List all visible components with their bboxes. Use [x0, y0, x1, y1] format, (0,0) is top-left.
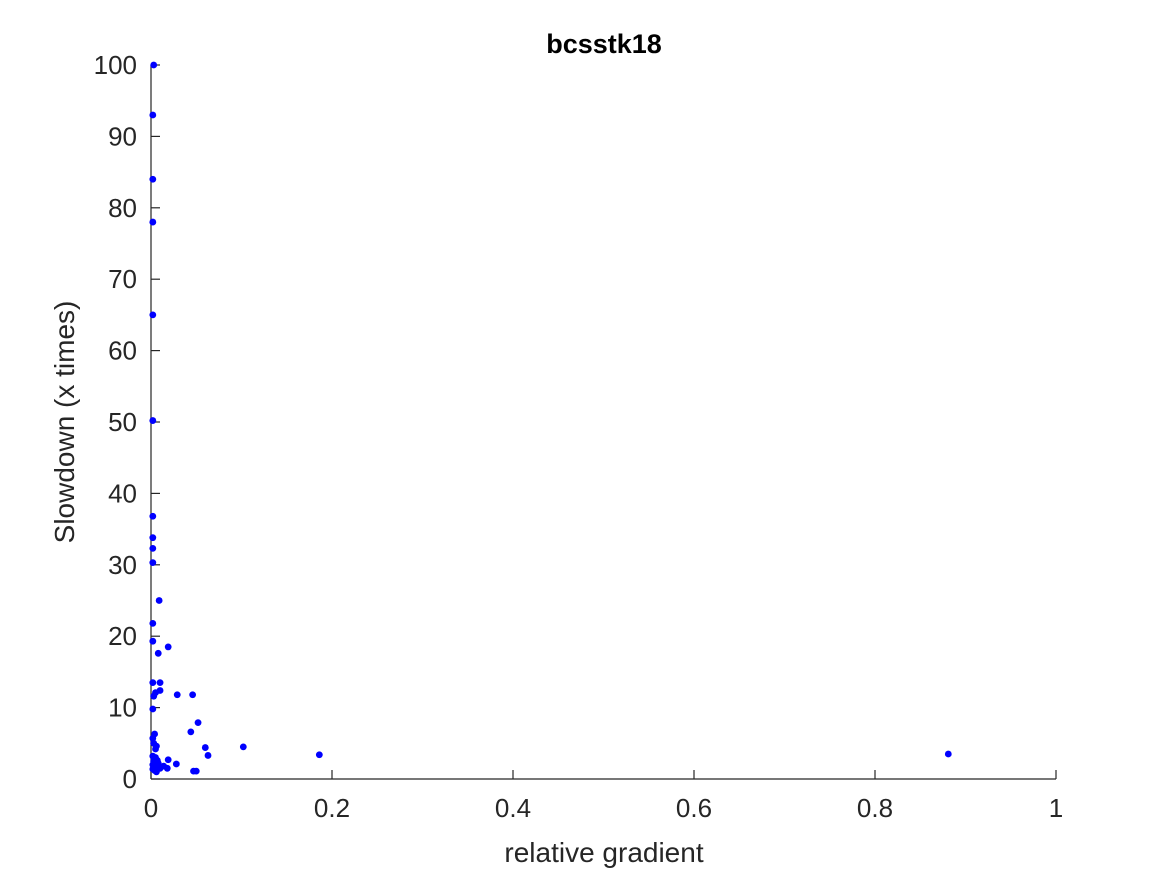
data-point: [153, 757, 161, 764]
data-point: [156, 679, 164, 687]
data-point: [152, 745, 159, 753]
x-tick-label: 0.6: [676, 793, 712, 823]
data-point: [149, 512, 157, 520]
data-point: [149, 534, 157, 542]
data-point: [149, 175, 157, 183]
data-point: [163, 764, 171, 772]
data-point: [201, 744, 209, 751]
x-tick-label: 0.4: [495, 793, 531, 823]
y-tick-label: 20: [108, 621, 137, 651]
data-point: [149, 619, 157, 627]
y-tick-label: 40: [108, 478, 137, 508]
x-tick-label: 0.2: [314, 793, 350, 823]
x-tick-label: 0: [144, 793, 158, 823]
data-point: [150, 61, 158, 69]
x-tick-label: 1: [1049, 793, 1063, 823]
y-tick-label: 10: [108, 693, 137, 723]
x-axis-label: relative gradient: [504, 837, 703, 868]
y-tick-label: 50: [108, 407, 137, 437]
data-point: [315, 751, 323, 759]
data-points: [149, 61, 952, 776]
y-tick-label: 100: [94, 50, 137, 80]
y-tick-label: 30: [108, 550, 137, 580]
y-tick-label: 0: [123, 764, 137, 794]
data-point: [153, 768, 160, 776]
data-point: [173, 691, 181, 699]
y-axis-ticks: 0 10 20 30 40 50 60 70 80 90 100: [94, 50, 160, 794]
data-point: [149, 544, 157, 552]
y-tick-label: 70: [108, 264, 137, 294]
x-axis-ticks: 0 0.2 0.4 0.6 0.8 1: [144, 770, 1063, 823]
data-point: [944, 750, 952, 758]
y-tick-label: 90: [108, 121, 137, 151]
data-point: [239, 743, 247, 751]
data-point: [150, 692, 158, 700]
data-point: [192, 767, 200, 775]
data-point: [149, 111, 157, 119]
data-point: [172, 760, 180, 768]
data-point: [204, 752, 212, 759]
data-point: [149, 559, 157, 567]
data-point: [194, 719, 202, 726]
y-axis-label: Slowdown (x times): [49, 301, 80, 544]
y-tick-label: 60: [108, 336, 137, 366]
data-point: [149, 705, 157, 713]
data-point: [164, 756, 172, 764]
data-point: [149, 311, 157, 319]
data-point: [155, 597, 163, 604]
plot-area: [150, 65, 1056, 780]
x-tick-label: 0.8: [857, 793, 893, 823]
y-tick-label: 80: [108, 193, 137, 223]
data-point: [149, 761, 157, 769]
data-point: [187, 728, 195, 736]
data-point: [149, 637, 157, 645]
data-point: [154, 649, 162, 657]
data-point: [149, 417, 157, 424]
data-point: [164, 643, 172, 651]
data-point: [149, 218, 157, 226]
data-point: [189, 691, 197, 699]
data-point: [149, 679, 157, 687]
chart-title: bcsstk18: [546, 29, 662, 59]
